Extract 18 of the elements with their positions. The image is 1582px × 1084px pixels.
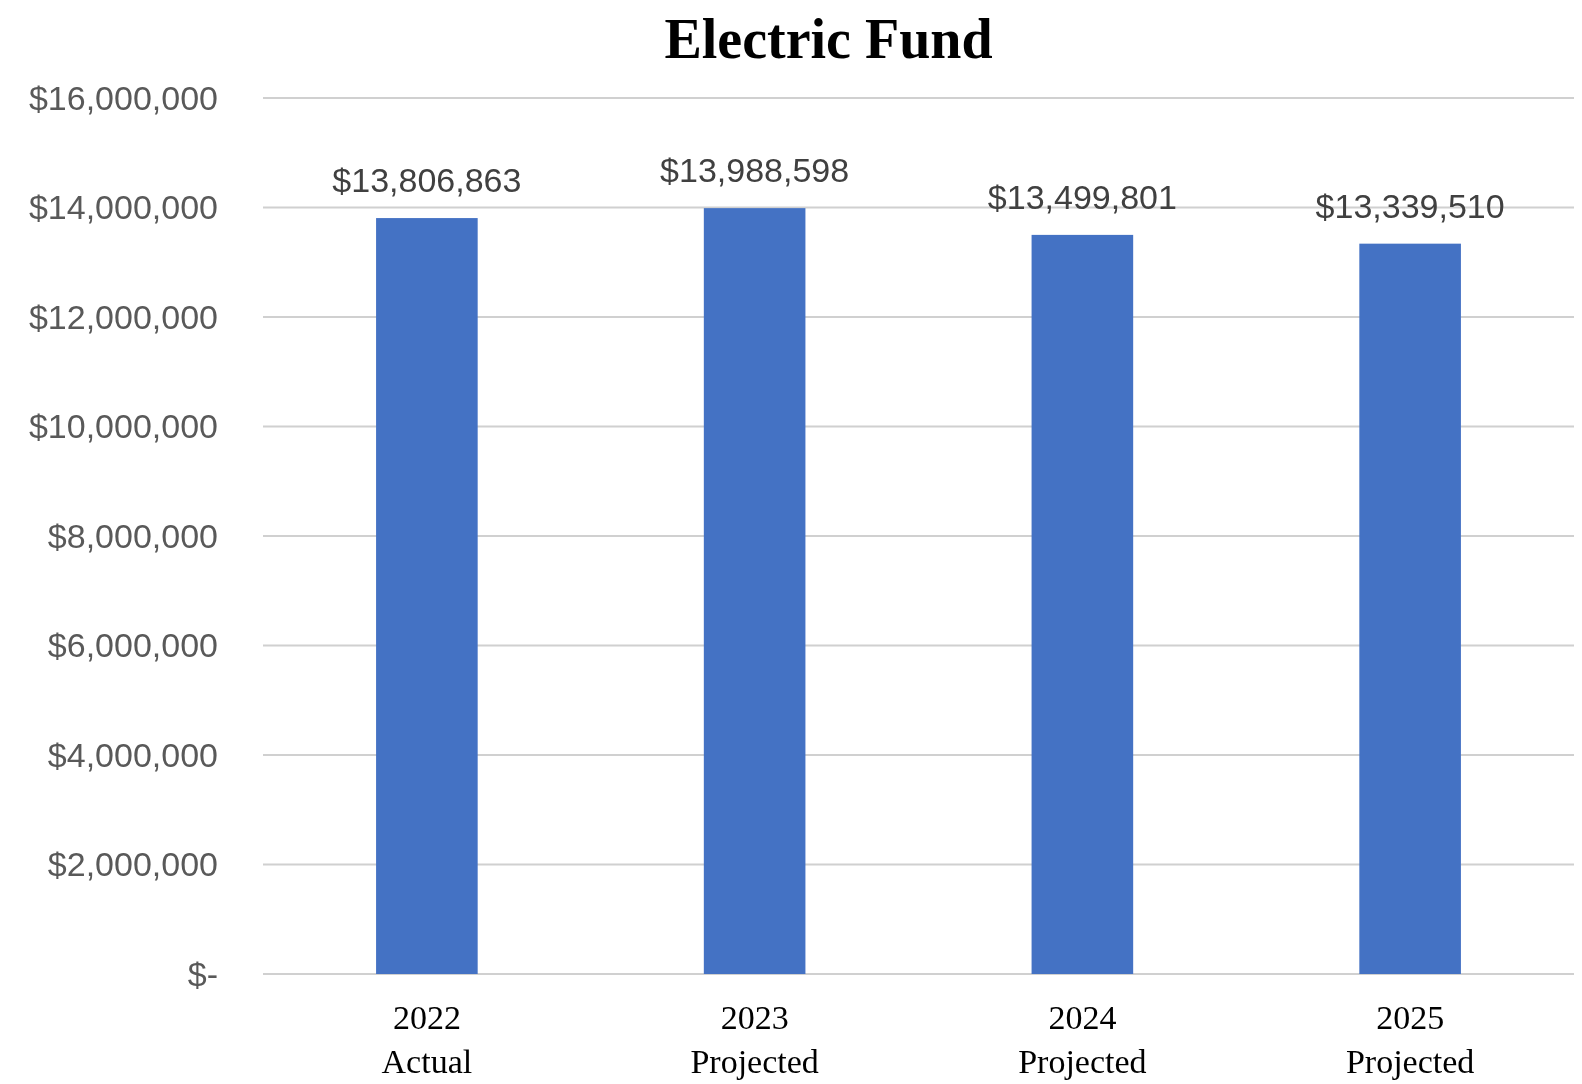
y-tick-label: $14,000,000 [28,188,218,227]
x-tick-label: 2023 Projected [690,999,819,1081]
x-tick-label: 2022 Actual [381,999,473,1081]
y-tick-label: $8,000,000 [47,516,218,555]
x-tick-label: 2024 Projected [1018,999,1147,1081]
x-tick-label: 2025 Projected [1345,999,1475,1081]
data-label: $13,339,510 [1315,186,1505,225]
y-tick-label: $4,000,000 [47,735,218,774]
data-label: $13,988,598 [660,151,850,190]
y-tick-label: $6,000,000 [47,626,218,665]
y-tick-label: $2,000,000 [47,845,218,884]
chart-title: Electric Fund [664,8,993,70]
y-tick-label: $16,000,000 [28,78,218,117]
data-label: $13,806,863 [332,161,522,200]
data-label: $13,499,801 [987,177,1177,216]
y-tick-label: $- [187,954,218,993]
y-tick-label: $12,000,000 [28,297,218,336]
y-tick-label: $10,000,000 [28,407,218,446]
